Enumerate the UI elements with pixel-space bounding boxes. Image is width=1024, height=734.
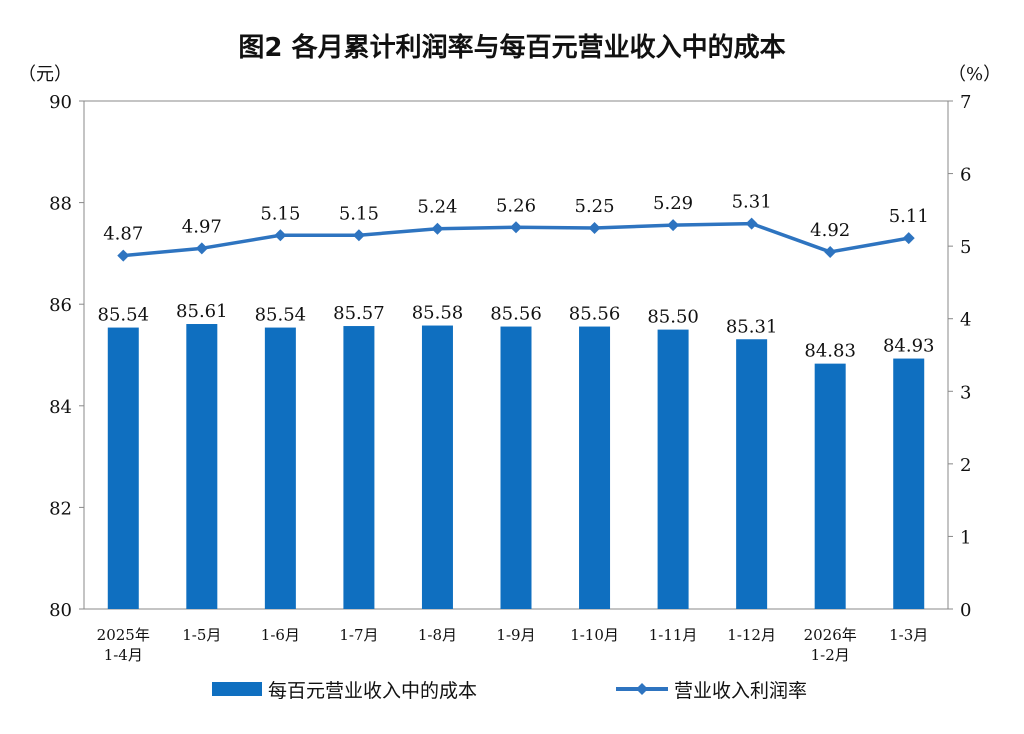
x-tick-label: 1-2月	[811, 646, 850, 664]
legend-bar-label: 每百元营业收入中的成本	[268, 680, 477, 702]
x-tick-label: 2026年	[804, 626, 857, 644]
bar-value-label: 84.83	[804, 341, 856, 362]
line-point	[195, 242, 208, 255]
right-tick-label: 4	[960, 310, 971, 331]
left-axis-unit: （元）	[18, 64, 72, 85]
x-tick-label: 1-7月	[339, 626, 378, 644]
left-tick-label: 86	[49, 295, 72, 316]
bar	[500, 326, 532, 609]
line-value-label: 5.24	[417, 197, 457, 218]
bar-value-label: 85.54	[255, 305, 307, 326]
bar	[421, 325, 453, 609]
line-value-label: 5.25	[575, 196, 615, 217]
legend-line-label: 营业收入利润率	[674, 680, 807, 702]
bar	[736, 339, 768, 609]
right-tick-label: 2	[960, 455, 971, 476]
bar	[657, 329, 689, 609]
line-point	[588, 222, 601, 234]
right-tick-label: 3	[960, 382, 971, 403]
line-series	[117, 217, 915, 262]
bar	[264, 327, 296, 609]
line-point	[510, 221, 522, 234]
line-point	[745, 217, 758, 230]
x-tick-label: 1-9月	[496, 626, 535, 644]
line-value-label: 5.15	[339, 203, 379, 224]
x-tick-label: 1-4月	[104, 646, 143, 664]
x-tick-label: 2025年	[97, 626, 150, 644]
x-tick-label: 1-10月	[570, 626, 619, 644]
line-value-label: 5.15	[260, 203, 300, 224]
bar-value-label: 84.93	[883, 336, 935, 357]
bar-value-label: 85.56	[569, 304, 621, 325]
left-axis: 80 82 84 86 88 90	[49, 92, 84, 621]
right-tick-label: 0	[960, 600, 971, 621]
left-tick-label: 88	[49, 194, 72, 215]
legend-bar-swatch	[212, 682, 262, 696]
x-axis: 2025年 1-4月 1-5月 1-6月 1-7月 1-8月 1-9月 1-10月 1-11月 1…	[97, 626, 929, 664]
bar	[579, 326, 611, 609]
left-tick-label: 82	[49, 498, 72, 519]
bar-labels: 85.54 85.61 85.54 85.57 85.58 85.56 85.56 85.50…	[98, 301, 935, 362]
line-point	[824, 245, 837, 258]
x-tick-label: 1-3月	[889, 626, 928, 644]
line-value-label: 4.87	[103, 224, 143, 245]
line-value-label: 5.26	[496, 195, 536, 216]
bar-value-label: 85.61	[176, 301, 228, 322]
right-tick-label: 5	[960, 237, 971, 258]
bar	[814, 363, 846, 609]
line-value-label: 5.31	[732, 192, 772, 213]
line-labels: 4.87 4.97 5.15 5.15 5.24 5.26 5.25 5.29 5.31 4.92…	[103, 192, 929, 245]
left-tick-label: 80	[49, 600, 72, 621]
left-tick-label: 90	[49, 92, 72, 113]
x-tick-label: 1-12月	[727, 626, 776, 644]
line-value-label: 5.29	[653, 193, 693, 214]
line-value-label: 4.97	[182, 216, 222, 237]
bar-series	[107, 324, 925, 609]
line-point	[274, 229, 287, 242]
x-tick-label: 1-11月	[649, 626, 698, 644]
bar	[107, 327, 139, 609]
right-tick-label: 1	[960, 527, 971, 548]
bar-value-label: 85.50	[647, 307, 699, 328]
right-tick-label: 6	[960, 165, 971, 186]
bar-value-label: 85.56	[490, 304, 542, 325]
line-value-label: 4.92	[810, 220, 850, 241]
right-axis-unit: （%）	[948, 64, 1001, 85]
line-point	[667, 219, 680, 232]
left-tick-label: 84	[49, 397, 72, 418]
line-point	[117, 249, 130, 262]
right-tick-label: 7	[960, 92, 971, 113]
x-tick-label: 1-6月	[261, 626, 300, 644]
bar-value-label: 85.54	[98, 305, 150, 326]
line-point	[902, 232, 915, 245]
bar-value-label: 85.58	[412, 303, 464, 324]
line-point	[431, 222, 444, 235]
bar	[893, 358, 925, 609]
line-point	[352, 229, 365, 242]
right-axis: 0 1 2 3 4 5 6 7	[948, 92, 971, 621]
x-tick-label: 1-5月	[182, 626, 221, 644]
line-value-label: 5.11	[889, 206, 929, 227]
bar-value-label: 85.31	[726, 316, 778, 337]
legend: 每百元营业收入中的成本 营业收入利润率	[212, 680, 807, 702]
chart-title: 图2 各月累计利润率与每百元营业收入中的成本	[238, 32, 785, 63]
x-tick-label: 1-8月	[418, 626, 457, 644]
bar-value-label: 85.57	[333, 303, 385, 324]
legend-line-marker	[636, 683, 648, 695]
bar	[186, 324, 218, 609]
bar	[343, 326, 375, 609]
